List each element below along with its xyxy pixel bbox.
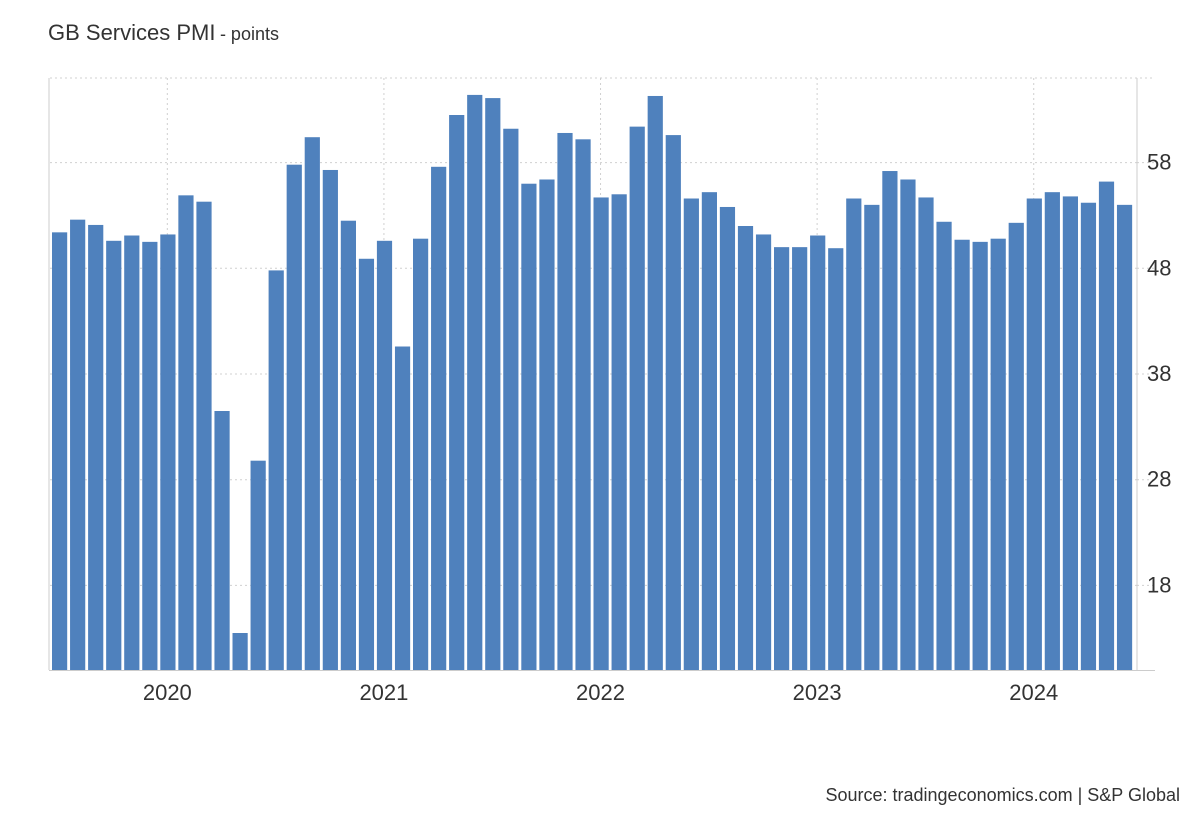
bar — [1116, 204, 1133, 671]
bar — [828, 248, 844, 670]
bar — [358, 258, 375, 670]
bar — [250, 460, 266, 670]
x-tick-label: 2023 — [793, 680, 842, 705]
bar — [106, 240, 122, 671]
x-tick-label: 2022 — [576, 680, 625, 705]
bar — [882, 171, 898, 670]
bar — [449, 115, 465, 670]
bar — [972, 241, 988, 671]
chart-subtitle: - points — [219, 24, 279, 44]
bar — [340, 220, 356, 670]
bar — [124, 235, 140, 670]
bar — [196, 201, 212, 670]
bar — [322, 169, 338, 670]
bar — [557, 132, 573, 671]
bar — [719, 206, 736, 670]
bar — [521, 183, 537, 670]
bar — [1008, 222, 1024, 670]
bar — [701, 192, 717, 671]
bar — [1080, 202, 1097, 671]
bar — [629, 126, 645, 670]
bar — [376, 240, 393, 671]
y-tick-label: 38 — [1147, 361, 1171, 386]
bar — [160, 234, 176, 670]
bar — [575, 139, 591, 670]
y-tick-label: 48 — [1147, 255, 1171, 280]
bar — [1044, 192, 1060, 671]
bar — [286, 164, 302, 670]
bar — [70, 219, 86, 670]
bar — [214, 411, 230, 670]
bar — [990, 238, 1006, 670]
bar — [665, 135, 681, 671]
y-tick-label: 28 — [1147, 467, 1171, 492]
bar — [611, 194, 627, 671]
x-tick-label: 2020 — [143, 680, 192, 705]
bar — [52, 232, 68, 670]
bar — [755, 234, 772, 670]
bar — [467, 94, 483, 670]
bar — [936, 221, 952, 670]
bar — [1062, 196, 1078, 670]
bar — [178, 195, 194, 670]
bar — [232, 633, 248, 670]
bar — [88, 224, 104, 670]
bar — [737, 226, 754, 670]
bar — [413, 238, 429, 670]
bar — [683, 198, 699, 670]
bar — [485, 98, 501, 671]
bar — [774, 247, 790, 670]
bar — [304, 137, 320, 670]
bar — [810, 235, 826, 670]
bar — [503, 128, 519, 671]
chart-title-row: GB Services PMI - points — [48, 20, 279, 46]
bar — [918, 197, 934, 670]
bar — [394, 346, 411, 670]
bar — [593, 197, 609, 670]
source-note: Source: tradingeconomics.com | S&P Globa… — [825, 785, 1180, 805]
bar — [539, 179, 555, 671]
bar — [431, 166, 447, 671]
x-tick-label: 2024 — [1009, 680, 1058, 705]
x-tick-label: 2021 — [359, 680, 408, 705]
bar — [846, 198, 862, 670]
bar — [1098, 181, 1115, 670]
bar — [647, 95, 663, 671]
bar — [864, 204, 880, 671]
bar — [900, 179, 916, 671]
bar — [142, 241, 158, 671]
bar — [268, 270, 284, 670]
bar — [1026, 198, 1042, 670]
bar — [792, 247, 808, 670]
chart-title: GB Services PMI — [48, 20, 216, 45]
bar — [954, 239, 970, 671]
y-tick-label: 18 — [1147, 572, 1171, 597]
y-tick-label: 58 — [1147, 150, 1171, 175]
